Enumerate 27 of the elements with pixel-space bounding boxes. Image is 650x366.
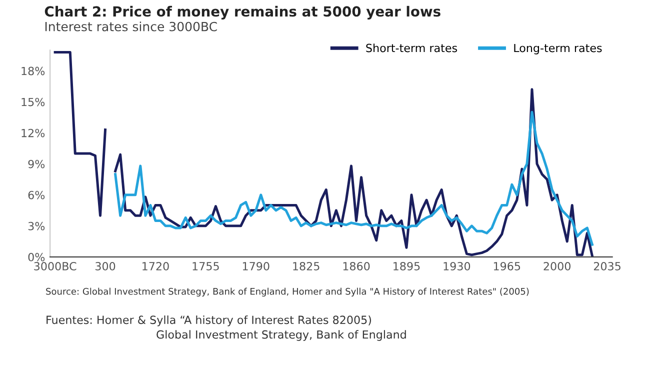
x-tick-label: 300 <box>96 262 116 270</box>
legend-label: Short-term rates <box>366 44 458 52</box>
x-tick-label: 1860 <box>343 262 370 270</box>
x-tick-label: 1790 <box>242 262 270 270</box>
y-tick-label: 9% <box>28 160 45 168</box>
x-tick-label: 1720 <box>142 262 169 270</box>
x-tick-label: 1825 <box>293 262 320 270</box>
source-note: Fuentes: Homer & Sylla “A history of Interest Rates 82005) <box>46 315 372 326</box>
x-tick-label: 2000 <box>544 262 570 270</box>
chart-title: Chart 2: Price of money remains at 5000 year lows <box>44 6 440 20</box>
text: Global Investment Strategy, Bank of England <box>156 330 406 341</box>
x-tick-label: 3000BC <box>34 262 76 270</box>
x-tick-label: 2035 <box>594 262 620 270</box>
chart-subtitle: Interest rates since 3000BC <box>45 22 217 32</box>
x-tick-label: 1755 <box>192 262 219 270</box>
y-tick-label: 18% <box>22 66 45 76</box>
legend-label: Long-term rates <box>514 44 602 54</box>
y-tick-label: 12% <box>22 128 45 138</box>
x-tick-label: 1965 <box>494 262 520 270</box>
x-tick-label: 1930 <box>444 262 470 270</box>
y-tick-label: 3% <box>28 222 45 230</box>
x-tick-label: 1895 <box>394 262 420 270</box>
y-tick-label: 15% <box>22 98 45 106</box>
y-tick-label: 6% <box>28 190 45 200</box>
y-tick-label: 0% <box>28 252 45 262</box>
line-series <box>114 110 594 246</box>
source-note: Source: Global Investment Strategy, Bank of England, Homer and Sylla "A History of Interest Rates" (2005) <box>46 288 529 297</box>
